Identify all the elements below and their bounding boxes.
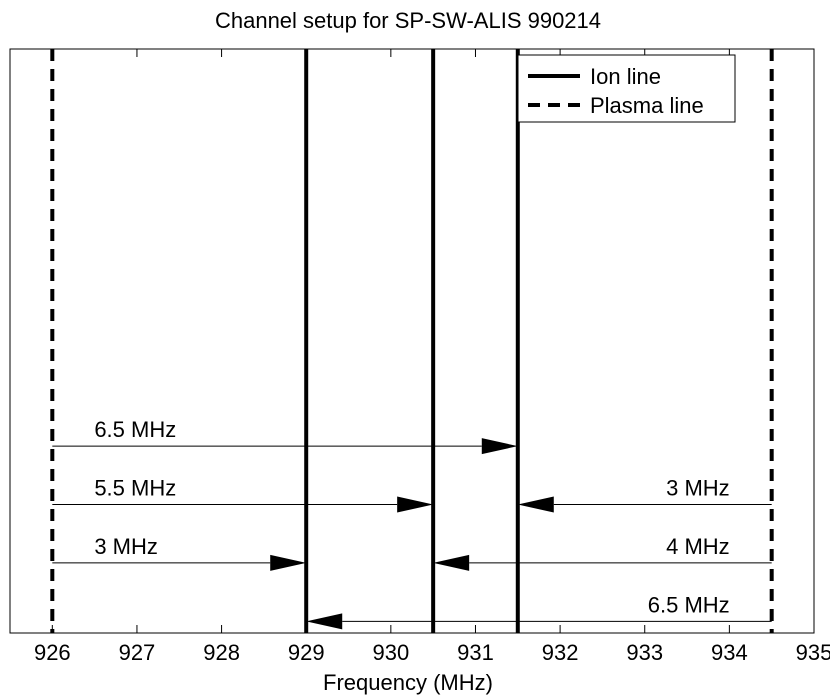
offset-arrow-head: [397, 496, 434, 513]
offset-label: 6.5 MHz: [648, 592, 730, 617]
x-tick-label: 931: [457, 640, 494, 665]
x-tick-label: 926: [34, 640, 71, 665]
x-axis-label: Frequency (MHz): [323, 670, 493, 695]
offset-label: 5.5 MHz: [94, 476, 176, 501]
offset-label: 3 MHz: [666, 476, 730, 501]
x-tick-label: 927: [119, 640, 156, 665]
offset-label: 4 MHz: [666, 534, 730, 559]
x-tick-label: 933: [626, 640, 663, 665]
frequency-lines: [50, 49, 774, 633]
offset-arrow-head: [481, 438, 518, 455]
offset-arrow-head: [270, 554, 307, 571]
offset-label: 3 MHz: [94, 534, 158, 559]
chart-title: Channel setup for SP-SW-ALIS 990214: [215, 8, 601, 33]
legend-label: Plasma line: [590, 93, 704, 118]
x-axis-ticks: 926 927 928 929 930 931 932 933 934 935: [34, 49, 830, 665]
offset-arrows: 6.5 MHz 5.5 MHz 3 MHz 3 MHz 4 MHz 6.5 MHz: [52, 417, 772, 630]
x-tick-label: 932: [542, 640, 579, 665]
offset-arrow-head: [517, 496, 554, 513]
x-tick-label: 928: [203, 640, 240, 665]
legend: Ion line Plasma line: [517, 54, 736, 123]
x-tick-label: 934: [711, 640, 748, 665]
x-tick-label: 935: [796, 640, 830, 665]
legend-box: [517, 54, 736, 123]
x-tick-label: 929: [288, 640, 325, 665]
offset-arrow-head: [306, 613, 343, 630]
offset-arrow-head: [433, 554, 470, 571]
legend-label: Ion line: [590, 64, 661, 89]
offset-label: 6.5 MHz: [94, 417, 176, 442]
plot-frame: [9, 48, 815, 634]
x-tick-label: 930: [372, 640, 409, 665]
